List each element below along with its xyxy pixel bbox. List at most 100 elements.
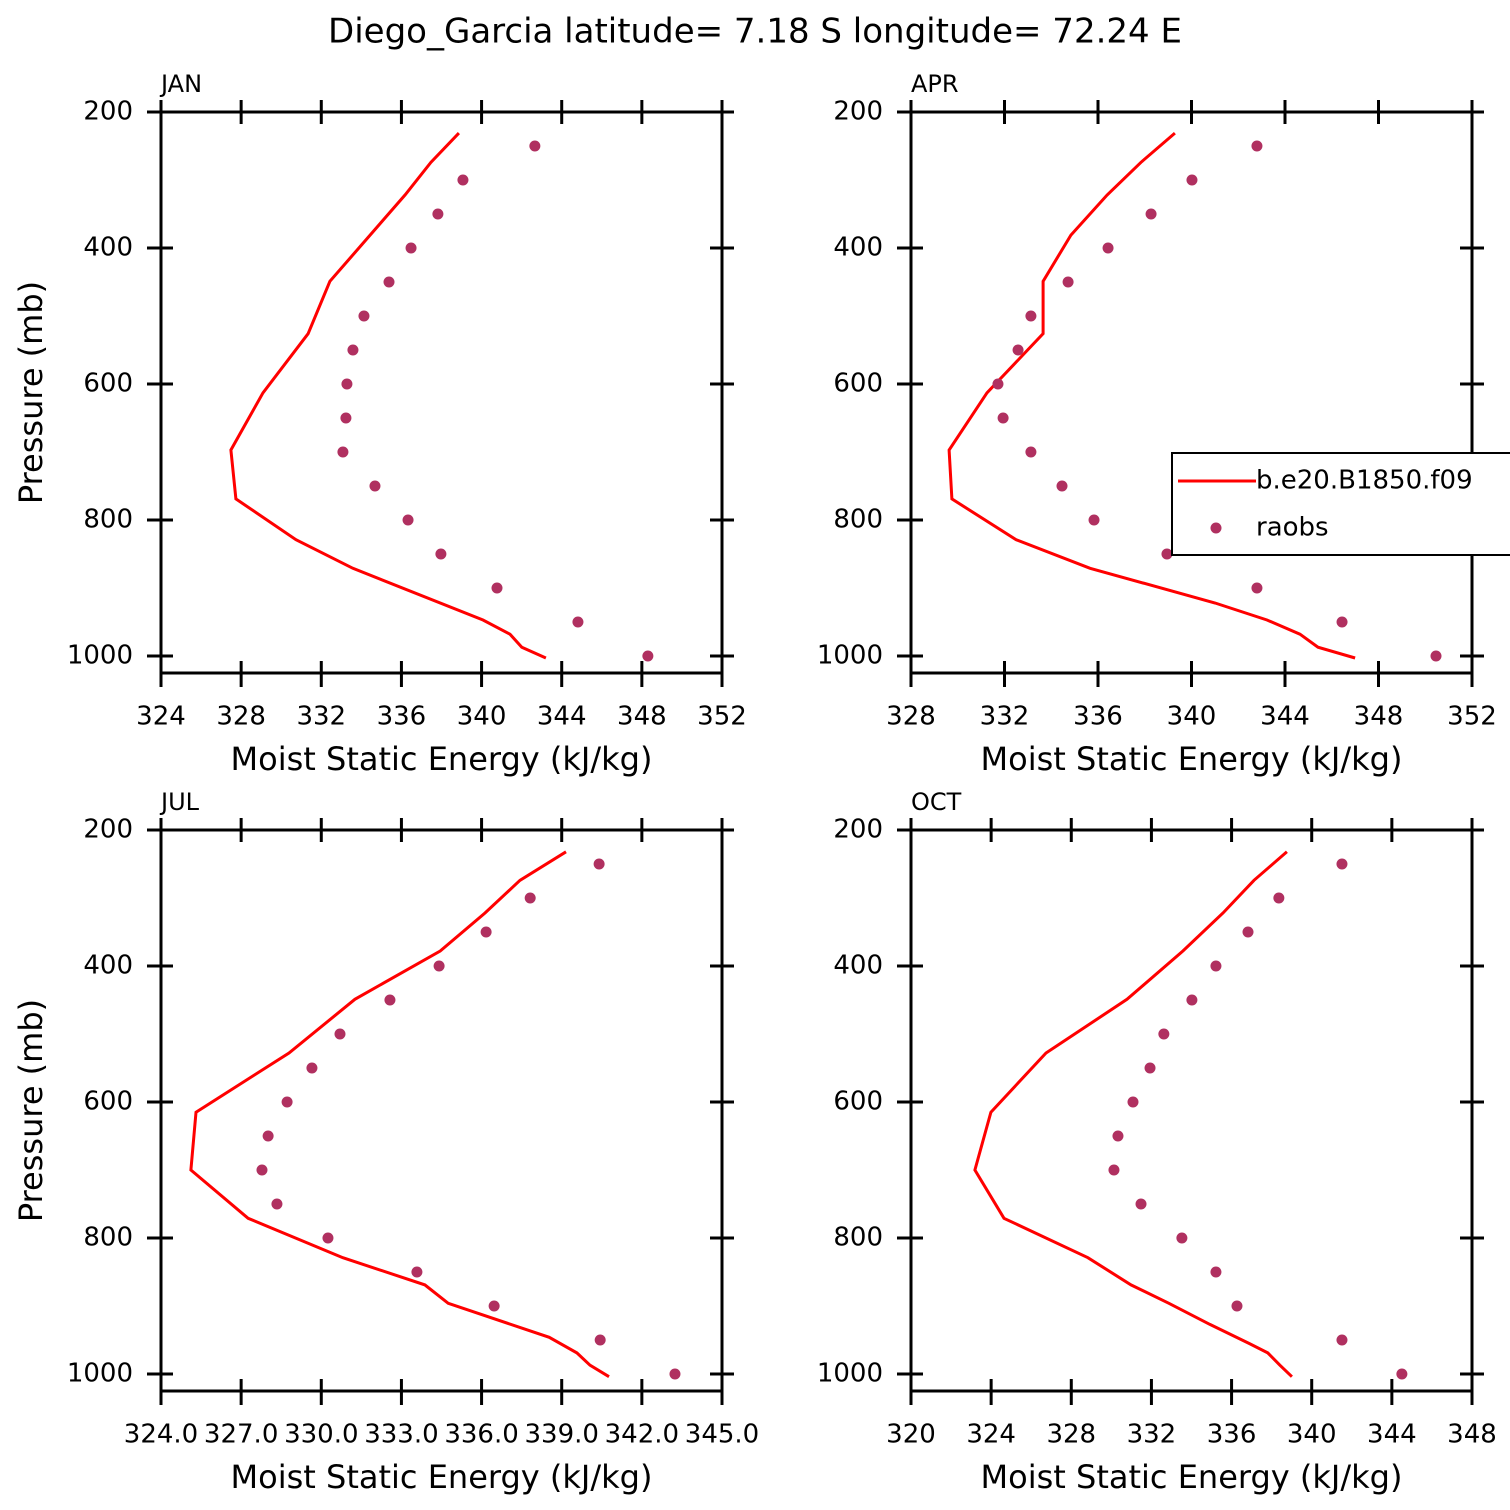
x-tick-label: 324.0 (124, 1420, 198, 1450)
x-tick-label: 327.0 (204, 1420, 278, 1450)
panel-label: APR (911, 70, 959, 98)
raob-point (488, 1300, 500, 1312)
raob-point (340, 412, 352, 424)
y-tick-label: 600 (83, 1087, 133, 1117)
raob-point (402, 514, 414, 526)
x-tick-label: 340 (1287, 1420, 1337, 1450)
plot-frame (159, 110, 724, 675)
raob-point (337, 446, 349, 458)
raob-point (433, 960, 445, 972)
raob-point (383, 276, 395, 288)
y-tick-label: 800 (83, 1223, 133, 1253)
x-tick-label: 328 (216, 702, 266, 732)
model-line (947, 131, 1356, 660)
raob-point (572, 616, 584, 628)
raob-point (1336, 858, 1348, 870)
x-tick-label: 344 (537, 702, 587, 732)
raob-point (1062, 276, 1074, 288)
x-tick-label: 333.0 (364, 1420, 438, 1450)
raob-point (341, 378, 353, 390)
x-tick-label: 324 (966, 1420, 1016, 1450)
raob-point (1251, 582, 1263, 594)
raob-point (405, 242, 417, 254)
raob-point (1012, 344, 1024, 356)
x-tick-label: 332 (296, 702, 346, 732)
raob-point (334, 1028, 346, 1040)
y-tick-label: 400 (83, 233, 133, 263)
x-tick-label: 336 (1073, 702, 1123, 732)
raob-point (1145, 208, 1157, 220)
raob-point (271, 1198, 283, 1210)
plot-frame (909, 110, 1474, 675)
panel-label: JAN (159, 70, 202, 98)
raob-point (256, 1164, 268, 1176)
y-tick-label: 800 (833, 1223, 883, 1253)
raob-point (529, 140, 541, 152)
raob-point (669, 1368, 681, 1380)
x-tick-label: 328 (1046, 1420, 1096, 1450)
raob-point (1336, 616, 1348, 628)
x-tick-label: 342.0 (605, 1420, 679, 1450)
x-tick-label: 330.0 (284, 1420, 358, 1450)
x-tick-label: 344 (1260, 702, 1310, 732)
raob-point (593, 858, 605, 870)
x-tick-label: 344 (1367, 1420, 1417, 1450)
raob-point (997, 412, 1009, 424)
plot-frame (159, 828, 724, 1393)
raob-point (306, 1062, 318, 1074)
raob-point (1430, 650, 1442, 662)
plot-frame (909, 828, 1474, 1393)
raob-point (491, 582, 503, 594)
model-line (973, 850, 1293, 1378)
x-tick-label: 336 (377, 702, 427, 732)
y-tick-label: 400 (83, 951, 133, 981)
x-tick-label: 332 (1127, 1420, 1177, 1450)
y-tick-label: 200 (833, 815, 883, 845)
y-tick-label: 800 (83, 505, 133, 535)
x-tick-label: 332 (980, 702, 1030, 732)
raob-point (1127, 1096, 1139, 1108)
x-tick-label: 336 (1207, 1420, 1257, 1450)
y-tick-label: 1000 (67, 641, 133, 671)
raob-point (480, 926, 492, 938)
raob-point (524, 892, 536, 904)
y-tick-label: 200 (833, 97, 883, 127)
y-axis-label: Pressure (mb) (12, 281, 50, 504)
x-tick-label: 336.0 (444, 1420, 518, 1450)
y-axis-label: Pressure (mb) (12, 999, 50, 1222)
y-tick-label: 200 (83, 97, 133, 127)
raob-point (594, 1334, 606, 1346)
x-tick-label: 340 (457, 702, 507, 732)
y-tick-label: 800 (833, 505, 883, 535)
raob-point (1025, 446, 1037, 458)
raob-point (457, 174, 469, 186)
raob-point (1056, 480, 1068, 492)
x-tick-label: 324 (136, 702, 186, 732)
x-tick-label: 328 (886, 702, 936, 732)
raob-point (262, 1130, 274, 1142)
chart-title: Diego_Garcia latitude= 7.18 S longitude=… (328, 12, 1182, 52)
raob-point (1161, 548, 1173, 560)
raob-point (358, 310, 370, 322)
raob-point (1176, 1232, 1188, 1244)
raob-point (642, 650, 654, 662)
raob-point (1231, 1300, 1243, 1312)
raob-point (384, 994, 396, 1006)
y-tick-label: 1000 (817, 1359, 883, 1389)
raob-point (1210, 960, 1222, 972)
raob-point (1186, 994, 1198, 1006)
raob-point (1108, 1164, 1120, 1176)
raob-point (992, 378, 1004, 390)
x-tick-label: 340 (1167, 702, 1217, 732)
y-tick-label: 400 (833, 951, 883, 981)
raob-point (281, 1096, 293, 1108)
raob-point (1135, 1198, 1147, 1210)
raob-point (1186, 174, 1198, 186)
x-axis-label: Moist Static Energy (kJ/kg) (981, 740, 1403, 778)
y-tick-label: 600 (83, 369, 133, 399)
legend-label: raobs (1256, 513, 1329, 543)
legend-marker (1210, 522, 1222, 534)
y-tick-label: 1000 (817, 641, 883, 671)
x-tick-label: 348 (617, 702, 667, 732)
